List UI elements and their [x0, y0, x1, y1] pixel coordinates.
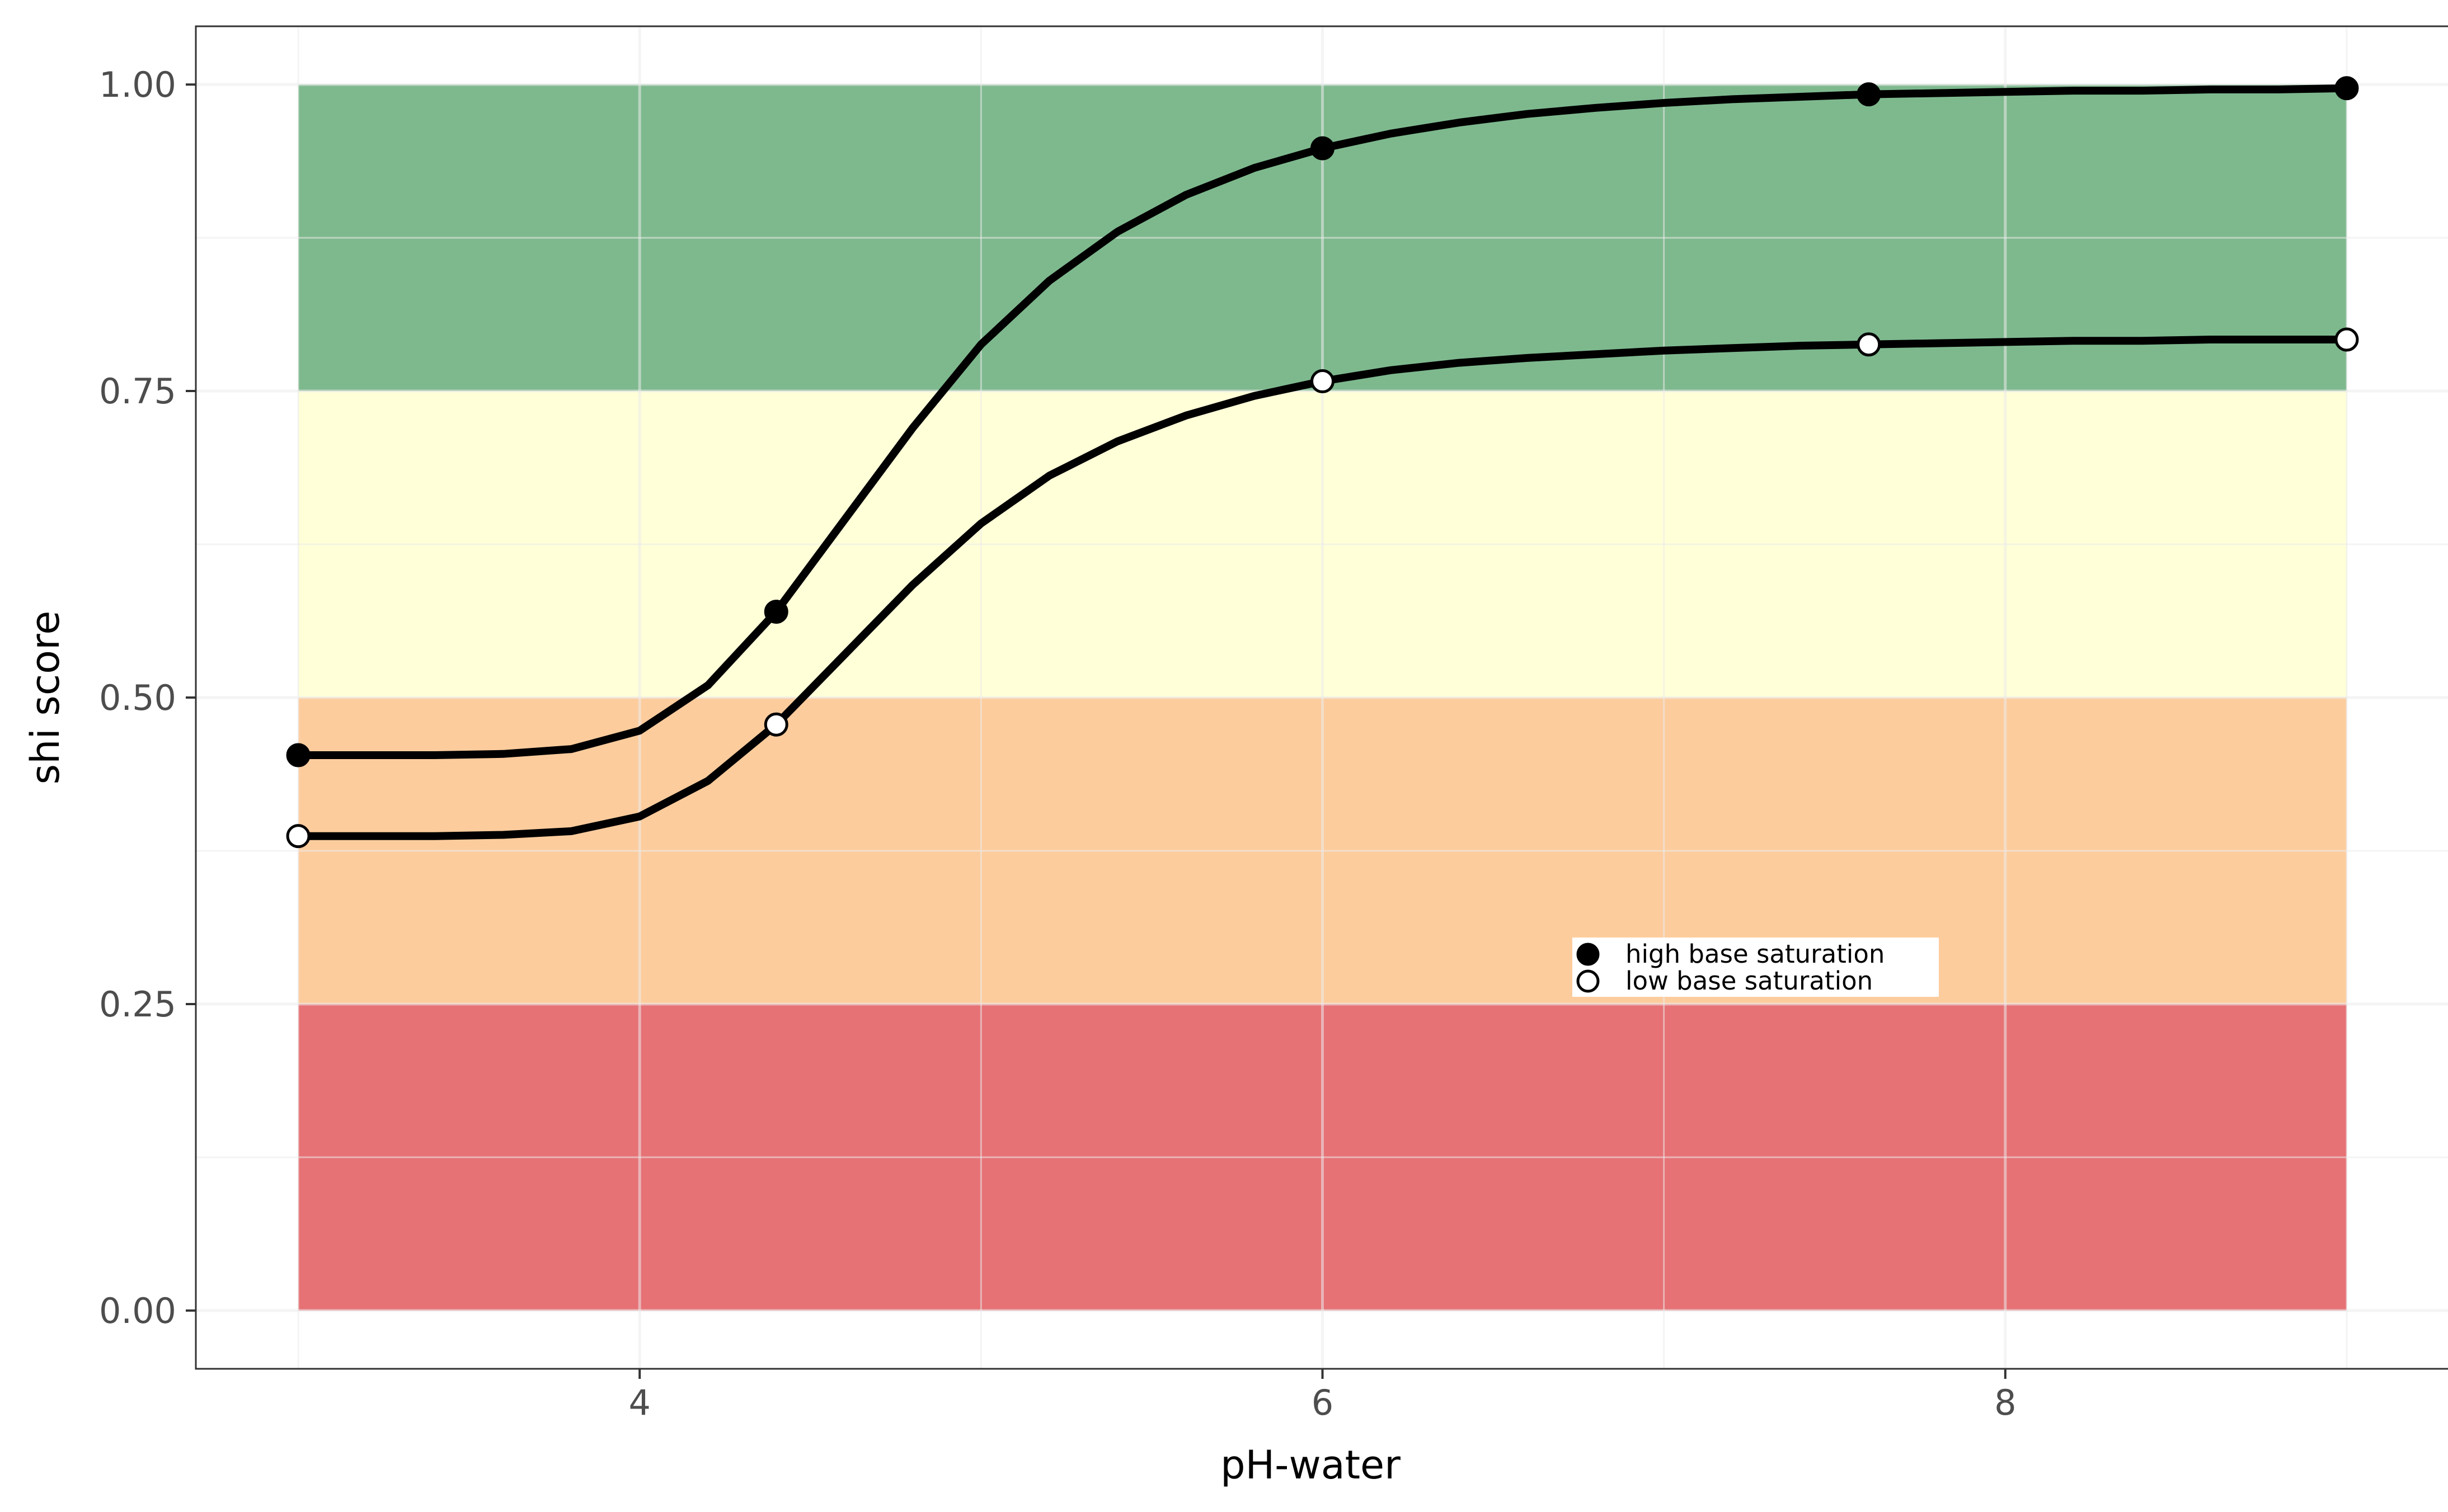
data-point-0-2 — [1310, 136, 1335, 161]
x-axis: 4 6 8 — [628, 1369, 2017, 1423]
data-point-0-3 — [1857, 82, 1881, 107]
data-point-1-1 — [764, 712, 788, 737]
y-axis: 0.00 0.25 0.50 0.75 1.00 — [99, 64, 196, 1331]
legend-label-1: low base saturation — [1625, 966, 1873, 996]
y-axis-title: shi score — [22, 611, 68, 785]
legend-key-0 — [1576, 943, 1600, 966]
legend-label-0: high base saturation — [1625, 939, 1885, 969]
y-tick-label: 1.00 — [99, 64, 176, 105]
y-tick-label: 0.00 — [99, 1290, 176, 1331]
legend-box — [1572, 938, 1939, 997]
y-tick-label: 0.25 — [99, 984, 176, 1025]
series-layer — [286, 76, 2359, 849]
data-point-1-3 — [1857, 332, 1881, 357]
y-tick-label: 0.75 — [99, 371, 176, 412]
data-point-1-2 — [1310, 369, 1335, 394]
x-tick-label: 6 — [1312, 1382, 1333, 1423]
x-tick-label: 8 — [1994, 1382, 2016, 1423]
data-point-1-4 — [2334, 327, 2359, 352]
data-point-0-1 — [764, 600, 788, 624]
y-tick-label: 0.50 — [99, 677, 176, 718]
legend-key-1 — [1576, 969, 1600, 993]
data-point-0-0 — [286, 743, 311, 767]
x-tick-label: 4 — [628, 1382, 650, 1423]
x-axis-title: pH-water — [1220, 1442, 1401, 1488]
data-point-0-4 — [2334, 76, 2359, 101]
data-point-1-0 — [286, 824, 311, 849]
